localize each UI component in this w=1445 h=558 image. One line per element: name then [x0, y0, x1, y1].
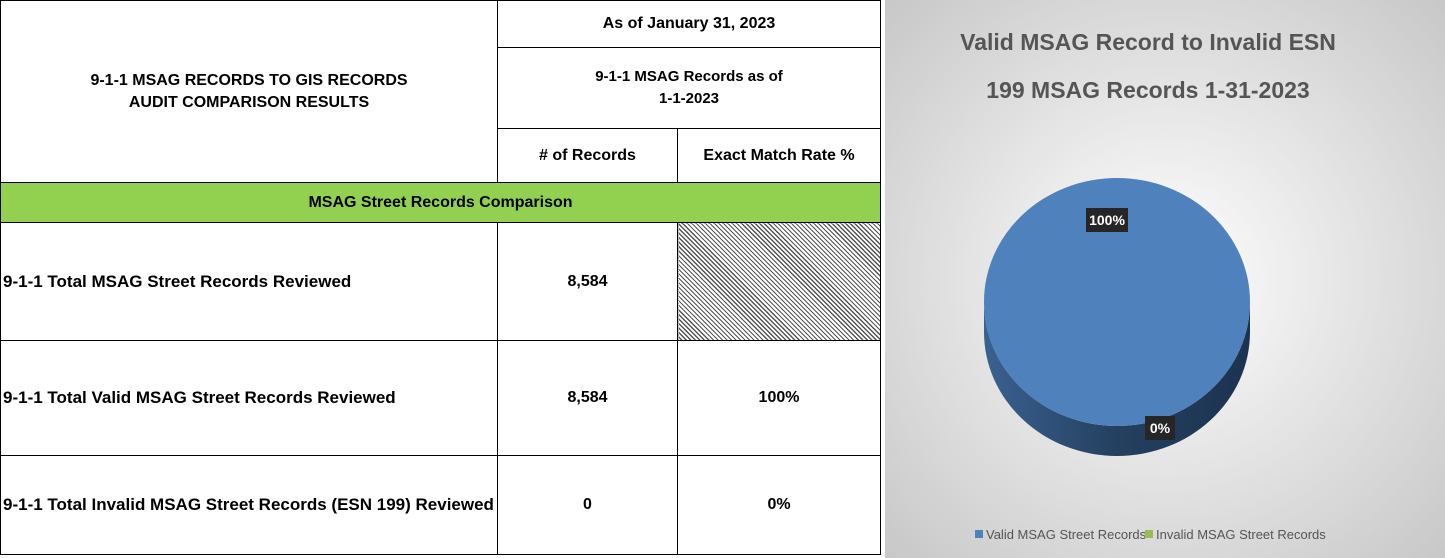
table-title: 9-1-1 MSAG RECORDS TO GIS RECORDS AUDIT …	[0, 0, 498, 183]
period: As of January 31, 2023	[496, 0, 882, 48]
title-line: AUDIT COMPARISON RESULTS	[128, 93, 370, 111]
row-label: 9-1-1 Total Invalid MSAG Street Records …	[0, 455, 498, 555]
section-header: MSAG Street Records Comparison	[0, 182, 882, 223]
column-header: Exact Match Rate %	[676, 128, 882, 183]
subheader-line: 9-1-1 MSAG Records as of	[595, 68, 783, 85]
subheader-line: 1-1-2023	[658, 90, 720, 107]
data-label-box	[1145, 416, 1175, 440]
row-label: 9-1-1 Total Valid MSAG Street Records Re…	[0, 340, 498, 456]
hatched-cell	[676, 222, 882, 341]
pie-chart: Valid MSAG Record to Invalid ESN 199 MSA…	[885, 0, 1445, 558]
pie-side	[984, 302, 1250, 456]
column-header: # of Records	[497, 128, 678, 183]
title-line: 9-1-1 MSAG RECORDS TO GIS RECORDS	[90, 71, 408, 89]
data-label: 0%	[1150, 420, 1171, 436]
chart-title: Valid MSAG Record to Invalid ESN	[960, 29, 1336, 55]
match-rate: 100%	[676, 340, 882, 456]
match-rate: 0%	[676, 455, 882, 555]
legend-label: Valid MSAG Street Records	[986, 527, 1147, 542]
pie-slice	[984, 178, 1250, 426]
legend-swatch	[1145, 530, 1153, 538]
data-label-box	[1086, 208, 1128, 232]
data-label: 100%	[1089, 212, 1125, 228]
legend-swatch	[975, 530, 983, 538]
row-label: 9-1-1 Total MSAG Street Records Reviewed	[0, 222, 498, 341]
subheader: 9-1-1 MSAG Records as of 1-1-2023	[496, 47, 882, 129]
audit-table: 9-1-1 MSAG RECORDS TO GIS RECORDS AUDIT …	[0, 0, 882, 555]
chart-title: 199 MSAG Records 1-31-2023	[986, 77, 1309, 103]
legend-label: Invalid MSAG Street Records	[1156, 527, 1326, 542]
record-count: 8,584	[497, 222, 678, 341]
record-count: 8,584	[497, 340, 678, 456]
record-count: 0	[497, 455, 678, 555]
